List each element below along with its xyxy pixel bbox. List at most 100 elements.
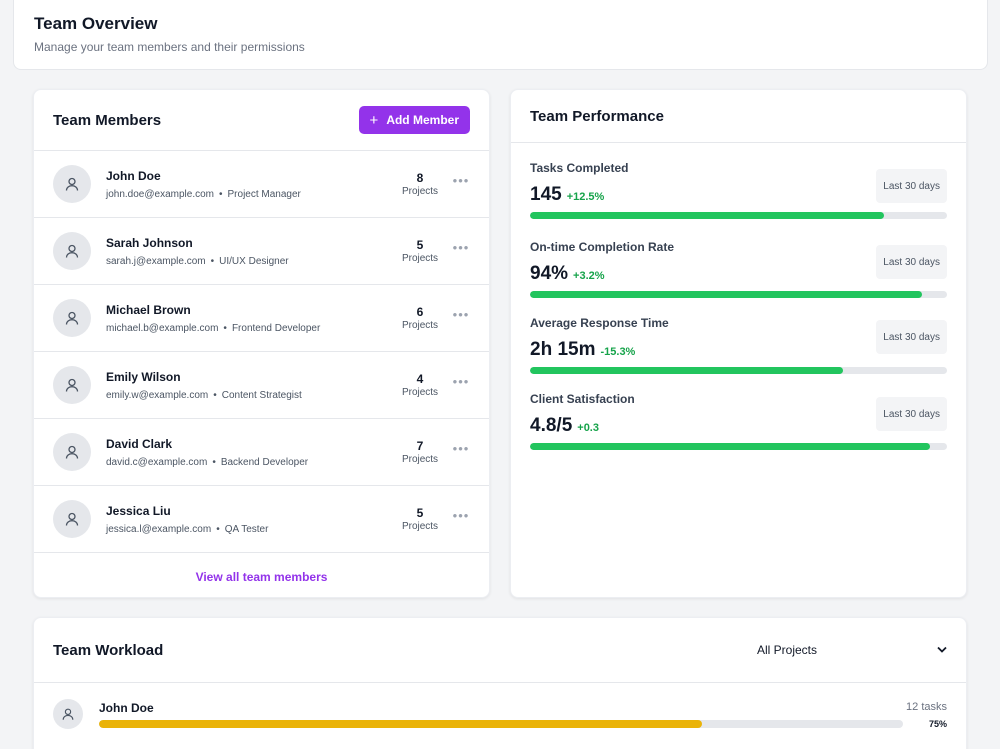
member-info: Emily Wilson emily.w@example.com • Content… (106, 370, 400, 401)
metric-value-row: 2h 15m -15.3% (530, 339, 947, 361)
member-projects: 6 Projects (400, 305, 440, 331)
team-performance-title: Team Performance (530, 107, 664, 125)
member-meta: emily.w@example.com • Content Strategist (106, 389, 302, 401)
team-workload-card: Team Workload All Projects John Doe 12 t… (33, 617, 967, 749)
metric-change: +0.3 (577, 422, 599, 434)
metric-progress-track (530, 367, 947, 374)
team-members-card: Team Members + Add Member John Doe john.… (33, 89, 490, 598)
member-email: david.c@example.com (106, 456, 208, 468)
metric-progress-fill (530, 291, 922, 298)
workload-row: John Doe 12 tasks 75% (34, 683, 966, 729)
more-options-icon[interactable]: ••• (452, 373, 470, 389)
metric-progress-track (530, 212, 947, 219)
project-count: 5 (416, 238, 424, 252)
page-subtitle: Manage your team members and their permi… (34, 40, 305, 54)
avatar (53, 699, 83, 729)
user-icon (65, 445, 79, 459)
workload-progress-track (99, 720, 903, 728)
workload-percent: 75% (928, 719, 947, 729)
workload-member-name: John Doe (99, 701, 154, 715)
metric-label: Tasks Completed (530, 161, 629, 175)
period-badge: Last 30 days (876, 245, 947, 279)
metric-value: 4.8/5 (530, 415, 573, 436)
metric-label: Client Satisfaction (530, 392, 635, 406)
member-row[interactable]: David Clark david.c@example.com • Backend … (34, 419, 489, 486)
projects-label: Projects (401, 521, 439, 532)
more-options-icon[interactable]: ••• (452, 306, 470, 322)
more-options-icon[interactable]: ••• (452, 507, 470, 523)
more-options-icon[interactable]: ••• (452, 172, 470, 188)
period-badge: Last 30 days (876, 397, 947, 431)
metric-change: +12.5% (566, 191, 605, 203)
more-options-icon[interactable]: ••• (452, 239, 470, 255)
member-name: David Clark (106, 436, 173, 451)
metric-on-time-rate: Last 30 days On-time Completion Rate 94%… (511, 240, 966, 298)
team-performance-header: Team Performance (511, 90, 966, 143)
member-email: emily.w@example.com (106, 389, 209, 401)
member-info: David Clark david.c@example.com • Backend … (106, 437, 400, 468)
workload-bar-row: 75% (99, 719, 947, 729)
member-email: john.doe@example.com (106, 188, 214, 200)
metric-value-row: 94% +3.2% (530, 263, 947, 285)
member-name: John Doe (106, 168, 161, 183)
chevron-down-icon (937, 644, 947, 656)
member-projects: 4 Projects (400, 372, 440, 398)
member-email: jessica.l@example.com (106, 523, 212, 535)
team-workload-title: Team Workload (53, 641, 164, 659)
team-members-header: Team Members + Add Member (34, 90, 489, 151)
member-projects: 7 Projects (400, 439, 440, 465)
add-member-label: Add Member (386, 113, 459, 127)
metric-change: -15.3% (600, 346, 636, 358)
projects-label: Projects (401, 454, 439, 465)
metric-progress-fill (530, 212, 885, 219)
avatar (53, 299, 91, 337)
member-role: Backend Developer (220, 456, 309, 468)
period-badge: Last 30 days (876, 320, 947, 354)
page-title: Team Overview (34, 14, 158, 33)
member-meta: david.c@example.com • Backend Developer (106, 456, 309, 468)
metric-value: 94% (530, 263, 569, 284)
member-info: Jessica Liu jessica.l@example.com • QA Tes… (106, 504, 400, 535)
view-all-members-link[interactable]: View all team members (195, 570, 328, 584)
metric-progress-track (530, 443, 947, 450)
member-name: Sarah Johnson (106, 235, 193, 250)
user-icon (65, 244, 79, 258)
user-icon (65, 378, 79, 392)
metric-tasks-completed: Last 30 days Tasks Completed 145 +12.5% (511, 161, 966, 219)
add-member-button[interactable]: + Add Member (358, 106, 470, 134)
workload-top: John Doe 12 tasks (99, 699, 947, 715)
member-row[interactable]: Jessica Liu jessica.l@example.com • QA Tes… (34, 486, 489, 553)
metric-progress-track (530, 291, 947, 298)
team-workload-header: Team Workload All Projects (34, 618, 966, 683)
member-role: QA Tester (224, 523, 269, 535)
member-info: Sarah Johnson sarah.j@example.com • UI/UX … (106, 236, 400, 267)
member-row[interactable]: Michael Brown michael.b@example.com • Fron… (34, 285, 489, 352)
metric-change: +3.2% (573, 270, 605, 282)
user-icon (65, 512, 79, 526)
member-name: Michael Brown (106, 302, 191, 317)
workload-task-count: 12 tasks (906, 701, 947, 713)
projects-label: Projects (401, 387, 439, 398)
member-projects: 8 Projects (400, 171, 440, 197)
member-email: sarah.j@example.com (106, 255, 206, 267)
member-name: Emily Wilson (106, 369, 181, 384)
avatar (53, 366, 91, 404)
member-row[interactable]: Emily Wilson emily.w@example.com • Content… (34, 352, 489, 419)
member-row[interactable]: John Doe john.doe@example.com • Project Ma… (34, 151, 489, 218)
project-filter-select[interactable]: All Projects (757, 643, 947, 657)
team-performance-card: Team Performance Last 30 days Tasks Comp… (510, 89, 967, 598)
member-row[interactable]: Sarah Johnson sarah.j@example.com • UI/UX … (34, 218, 489, 285)
workload-progress-fill (99, 720, 702, 728)
project-count: 6 (416, 305, 424, 319)
metric-label: On-time Completion Rate (530, 240, 675, 254)
member-meta: john.doe@example.com • Project Manager (106, 188, 301, 200)
member-info: Michael Brown michael.b@example.com • Fron… (106, 303, 400, 334)
user-icon (65, 177, 79, 191)
project-count: 8 (416, 171, 424, 185)
avatar (53, 232, 91, 270)
metric-progress-fill (530, 367, 843, 374)
more-options-icon[interactable]: ••• (452, 440, 470, 456)
member-projects: 5 Projects (400, 506, 440, 532)
metric-value-row: 4.8/5 +0.3 (530, 415, 947, 437)
page-header: Team Overview Manage your team members a… (13, 0, 988, 70)
